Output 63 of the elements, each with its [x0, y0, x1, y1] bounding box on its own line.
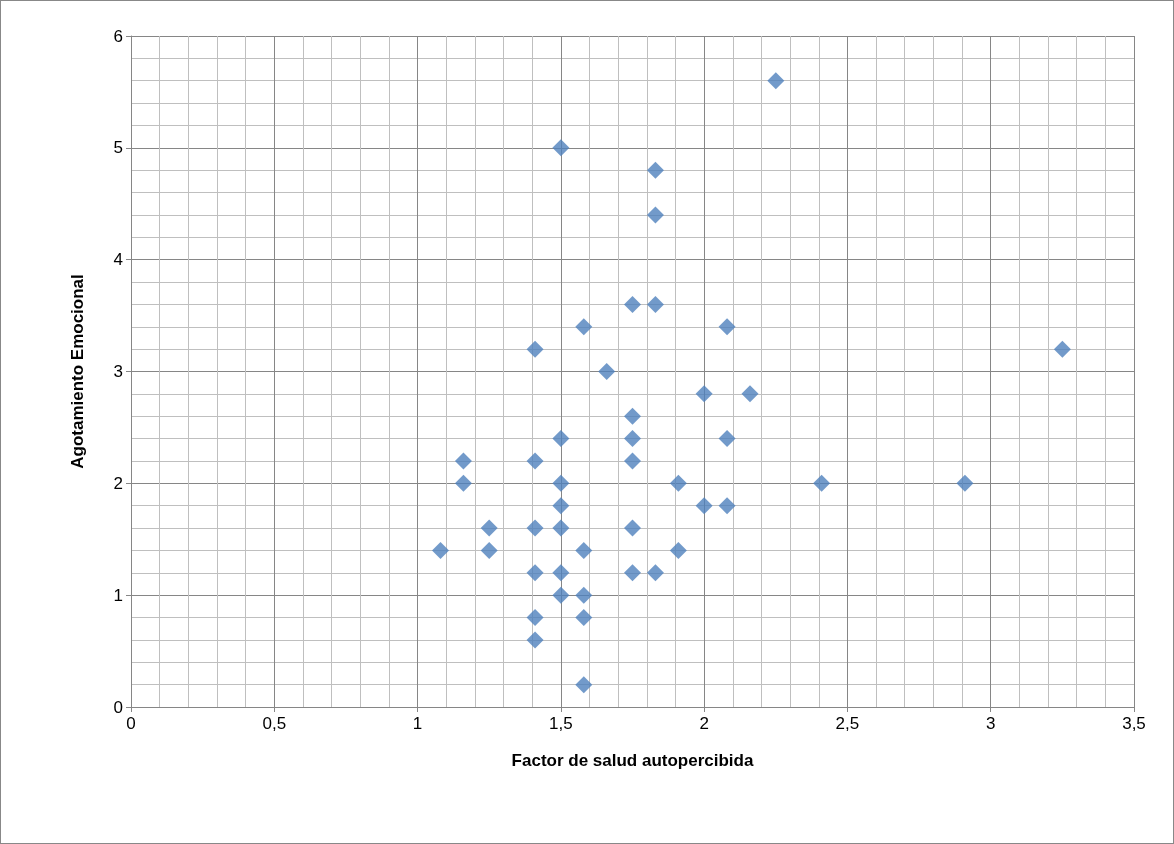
point — [646, 564, 664, 582]
point — [718, 497, 736, 515]
point — [526, 564, 544, 582]
y-axis-title: Agotamiento Emocional — [68, 274, 87, 469]
point — [646, 295, 664, 313]
y-tick-label: 1 — [113, 585, 123, 605]
point — [695, 385, 713, 403]
point — [480, 519, 498, 537]
x-tick-label: 2 — [699, 714, 709, 733]
y-tick-label: 2 — [113, 473, 123, 493]
point — [432, 541, 449, 559]
point — [695, 497, 713, 515]
x-tick-label: 3 — [985, 714, 996, 733]
x-tick-label: 2,5 — [835, 714, 860, 733]
point — [624, 519, 641, 537]
point — [454, 452, 472, 470]
y-tick-label: 5 — [113, 138, 123, 158]
x-tick-label: 1 — [412, 714, 423, 733]
point — [718, 430, 736, 448]
point — [624, 452, 641, 470]
point — [767, 72, 785, 90]
x-tick-label: 3,5 — [1122, 714, 1146, 733]
point — [552, 139, 570, 157]
point — [956, 474, 974, 492]
point — [526, 452, 544, 470]
point — [454, 474, 472, 492]
y-tick-label: 3 — [113, 362, 123, 381]
point — [669, 541, 687, 559]
x-tick-label: 0 — [126, 714, 136, 733]
point — [624, 564, 641, 582]
point — [669, 474, 687, 492]
point — [1053, 340, 1071, 358]
x-axis-title: Factor de salud autopercibida — [511, 751, 754, 770]
point — [480, 541, 498, 559]
x-tick-label: 0,5 — [262, 714, 287, 733]
point — [552, 430, 570, 448]
point — [598, 363, 616, 380]
point — [575, 318, 593, 336]
point — [624, 407, 641, 425]
point — [552, 564, 570, 582]
point — [552, 519, 570, 537]
point — [526, 519, 544, 537]
point — [552, 474, 570, 492]
y-tick-label: 6 — [113, 26, 123, 46]
x-tick-label: 1,5 — [549, 714, 573, 733]
point — [526, 340, 544, 358]
point — [575, 541, 593, 559]
y-tick-label: 0 — [113, 697, 123, 717]
point — [813, 474, 831, 492]
point — [624, 430, 641, 448]
point — [718, 318, 736, 336]
point — [646, 161, 664, 179]
point — [526, 609, 544, 627]
point — [552, 586, 570, 604]
point — [575, 586, 593, 604]
point — [526, 631, 544, 649]
point — [646, 206, 664, 224]
point — [552, 497, 570, 515]
point — [624, 295, 641, 313]
point — [741, 385, 759, 403]
point — [575, 609, 593, 627]
y-tick-label: 4 — [113, 250, 123, 270]
point — [575, 676, 593, 694]
